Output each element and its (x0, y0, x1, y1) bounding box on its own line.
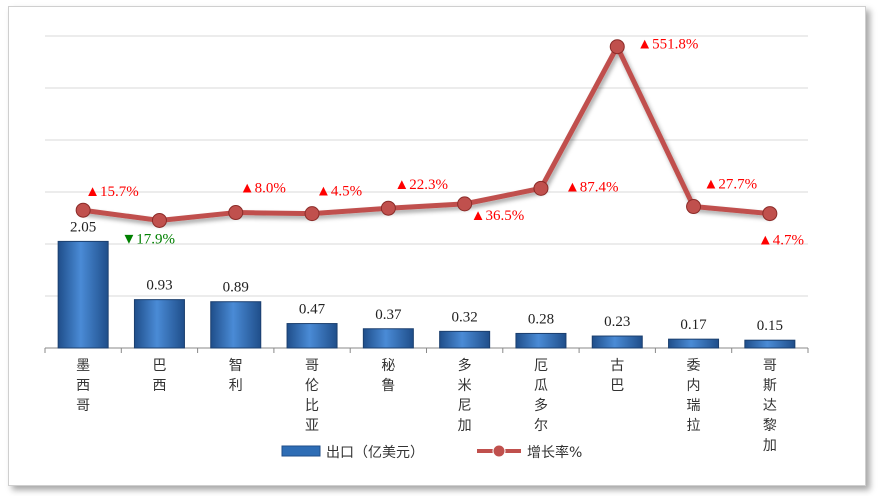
bar (286, 323, 338, 349)
bar (133, 299, 185, 349)
bar-value-label: 0.93 (146, 278, 172, 294)
category-label: 墨西哥 (76, 358, 90, 414)
category-label: 智利 (229, 358, 243, 394)
line-point (533, 180, 549, 196)
bar-value-label: 0.17 (680, 317, 707, 333)
category-label: 巴西 (152, 358, 166, 394)
line-point (75, 202, 91, 218)
category-label: 委内瑞拉 (687, 358, 701, 434)
line-point (686, 199, 702, 215)
legend-line-marker (492, 444, 506, 458)
bar (210, 301, 262, 349)
bar-value-label: 0.15 (757, 318, 783, 334)
bar-value-label: 0.32 (452, 309, 478, 325)
bar (591, 335, 643, 349)
legend-line-label: 增长率% (527, 444, 582, 461)
bar-value-label: 0.47 (299, 302, 326, 318)
legend-bar-swatch (281, 445, 321, 457)
line-point (762, 206, 778, 222)
legend: 出口（亿美元） 增长率% (281, 444, 582, 461)
bar (668, 338, 720, 349)
bar (439, 330, 491, 349)
growth-rate-label: ▲27.7% (704, 177, 758, 193)
category-label: 秘鲁 (381, 358, 395, 394)
line-point (228, 205, 244, 221)
growth-line (82, 44, 771, 223)
growth-rate-label: ▲8.0% (240, 181, 286, 197)
growth-rate-label: ▲4.5% (316, 184, 362, 200)
bar (744, 339, 796, 349)
growth-rate-label: ▲22.3% (394, 177, 448, 193)
growth-rate-label: ▲36.5% (471, 208, 525, 224)
line-point (304, 206, 320, 222)
growth-rate-label: ▲4.7% (758, 233, 804, 249)
bar-value-label: 0.37 (375, 307, 402, 323)
bar-series (57, 240, 796, 349)
growth-rate-label: ▲87.4% (565, 179, 619, 195)
category-label: 哥伦比亚 (305, 358, 319, 434)
bar (362, 328, 414, 349)
category-label: 多米尼加 (458, 357, 472, 434)
line-point (457, 196, 473, 212)
growth-rate-label: ▼17.9% (121, 231, 175, 247)
growth-rate-label: ▲15.7% (85, 184, 139, 200)
line-point (380, 200, 396, 216)
growth-rate-label: ▲551.8% (637, 37, 698, 53)
line-point (609, 39, 625, 55)
bar-value-label: 2.05 (70, 219, 96, 235)
bar-value-label: 0.28 (528, 311, 554, 327)
bar-value-label: 0.89 (223, 280, 249, 296)
bar (515, 332, 567, 349)
bar (57, 240, 109, 349)
chart-frame (8, 6, 866, 486)
category-label: 古巴 (610, 358, 624, 394)
line-point (151, 212, 167, 228)
category-label: 哥斯达黎加 (763, 358, 777, 454)
chart-labels: 2.05 墨西哥 0.93 巴西 0.89 智利 0.47 哥伦比亚 0.37 秘鲁 0.32 多米尼… (70, 37, 804, 454)
line-series (75, 39, 778, 228)
legend-bar-label: 出口（亿美元） (326, 445, 424, 461)
bar-value-label: 0.23 (604, 314, 630, 330)
category-label: 厄瓜多尔 (534, 358, 548, 434)
